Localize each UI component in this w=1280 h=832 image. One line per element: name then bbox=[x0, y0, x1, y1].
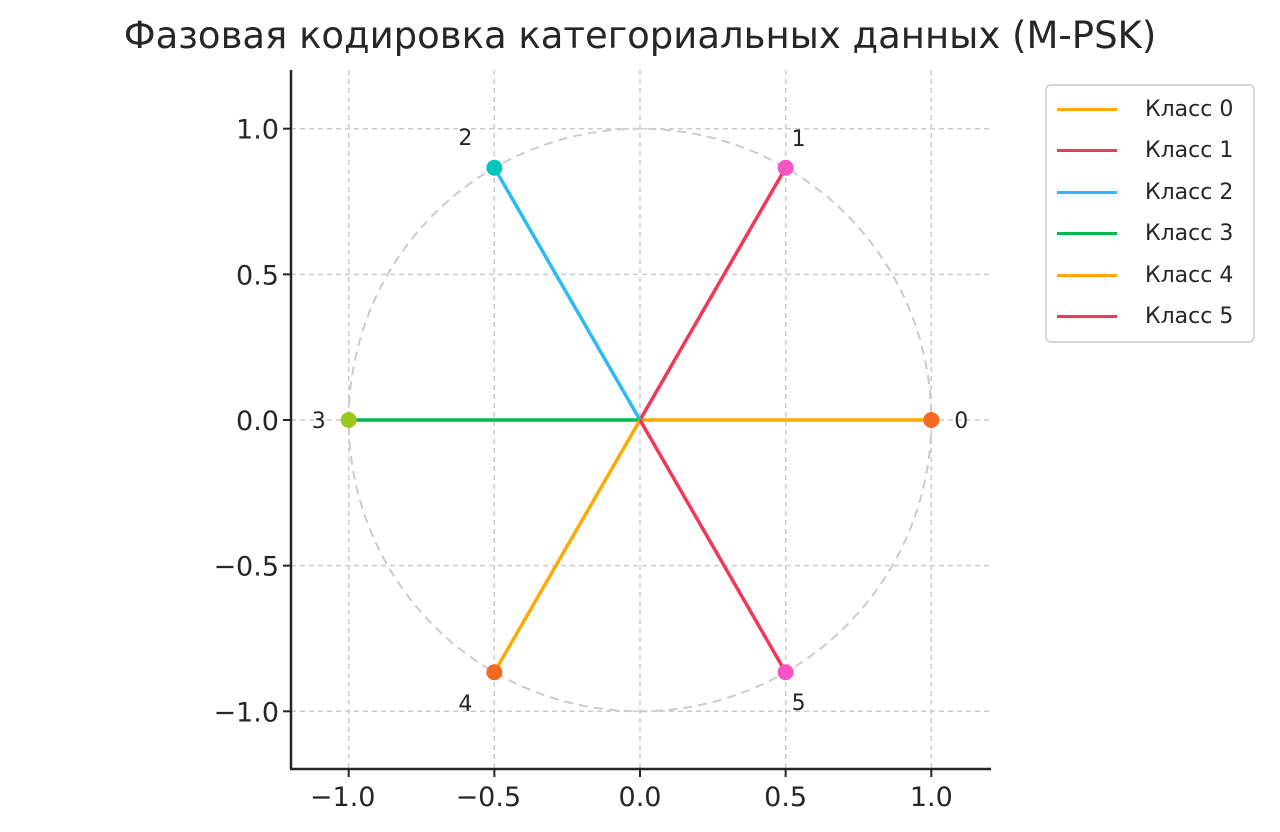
x-tick-label: 0.0 bbox=[619, 782, 662, 813]
point-label-0: 0 bbox=[954, 409, 968, 434]
y-tick-label: −0.5 bbox=[213, 552, 279, 583]
y-tick-label: −1.0 bbox=[213, 697, 279, 728]
series-line-4 bbox=[492, 419, 642, 674]
legend-item-0: Класс 0 bbox=[1057, 94, 1233, 124]
legend-item-1: Класс 1 bbox=[1057, 136, 1233, 166]
data-point-3 bbox=[340, 412, 357, 428]
chart-title: Фазовая кодировка категориальных данных … bbox=[123, 14, 1157, 57]
series-lines bbox=[348, 166, 932, 674]
x-tick-label: −1.0 bbox=[310, 782, 376, 813]
point-label-5: 5 bbox=[792, 691, 806, 716]
legend: Класс 0 Класс 1 Класс 2 Класс 3 Класс 4 Класс… bbox=[1045, 84, 1255, 343]
x-tick-label: 0.5 bbox=[764, 782, 807, 813]
legend-line-icon bbox=[1057, 149, 1117, 152]
legend-line-icon bbox=[1057, 315, 1117, 318]
legend-item-3: Класс 3 bbox=[1057, 219, 1233, 249]
x-tick-label: −0.5 bbox=[456, 782, 522, 813]
y-tick-label: 0.0 bbox=[236, 406, 279, 437]
legend-label: Класс 0 bbox=[1145, 96, 1234, 122]
legend-item-5: Класс 5 bbox=[1057, 302, 1233, 332]
legend-item-4: Класс 4 bbox=[1057, 260, 1233, 290]
data-point-1 bbox=[777, 159, 794, 176]
data-point-2 bbox=[486, 159, 503, 176]
x-tick-label: 1.0 bbox=[910, 782, 953, 813]
point-label-2: 2 bbox=[458, 126, 472, 151]
point-label-4: 4 bbox=[458, 692, 472, 717]
legend-label: Класс 5 bbox=[1145, 304, 1234, 329]
legend-line-icon bbox=[1057, 273, 1117, 277]
legend-item-2: Класс 2 bbox=[1057, 177, 1233, 207]
data-point-0 bbox=[923, 412, 940, 428]
axis-ticks: −1.0 −0.5 0.0 0.5 1.0 1.0 0.5 0.0 −0.5 −1.0 bbox=[213, 115, 952, 813]
legend-label: Класс 1 bbox=[1145, 138, 1234, 163]
point-label-3: 3 bbox=[312, 409, 326, 434]
legend-line-icon bbox=[1057, 232, 1117, 235]
y-tick-label: 0.5 bbox=[236, 260, 279, 291]
legend-line-icon bbox=[1057, 107, 1117, 111]
series-line-2 bbox=[492, 166, 642, 421]
legend-label: Класс 2 bbox=[1145, 179, 1234, 205]
data-point-4 bbox=[486, 664, 503, 681]
legend-label: Класс 4 bbox=[1145, 262, 1234, 288]
legend-label: Класс 3 bbox=[1145, 221, 1234, 246]
data-point-5 bbox=[777, 664, 794, 681]
series-markers bbox=[340, 159, 940, 681]
series-line-5 bbox=[638, 419, 788, 674]
point-labels: 0 1 2 3 4 5 bbox=[312, 126, 969, 717]
point-label-1: 1 bbox=[792, 127, 806, 152]
series-line-1 bbox=[638, 166, 788, 421]
legend-line-icon bbox=[1057, 190, 1117, 194]
y-tick-label: 1.0 bbox=[236, 115, 279, 146]
